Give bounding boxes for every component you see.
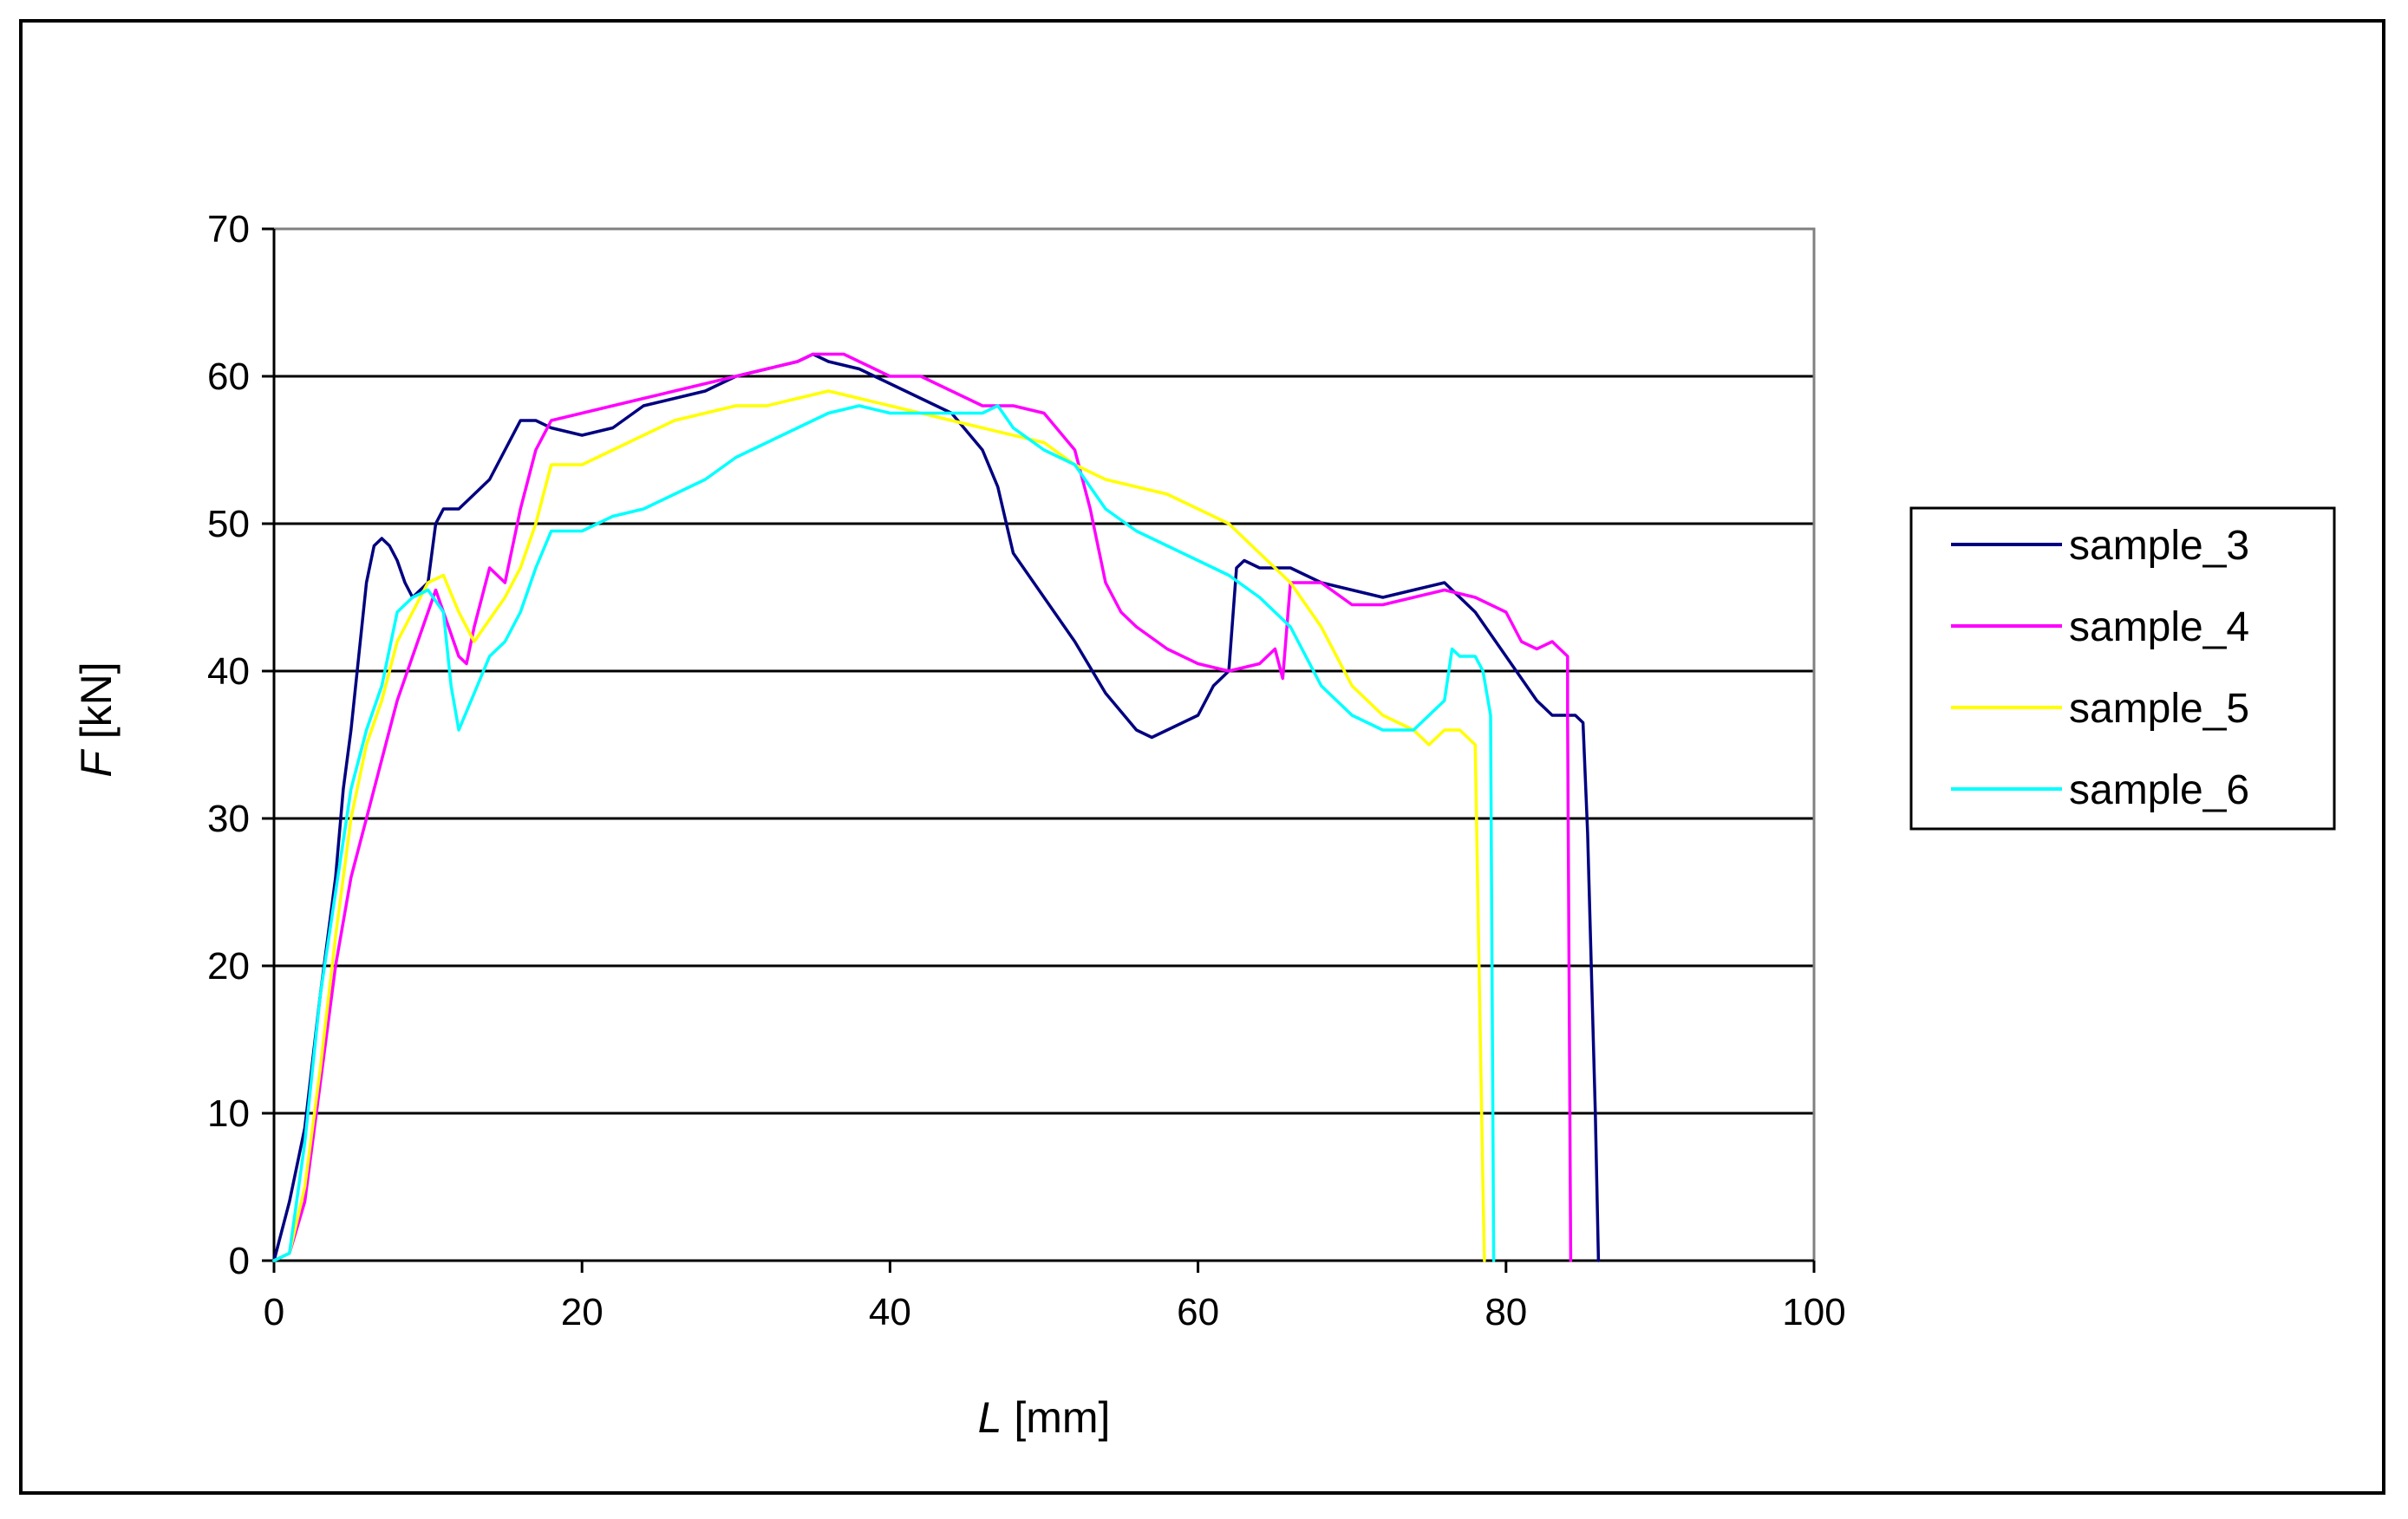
legend-label-sample_4: sample_4: [2069, 604, 2249, 650]
x-axis-variable: L: [978, 1393, 1002, 1442]
y-axis-unit: [kN]: [72, 662, 121, 739]
legend-label-sample_5: sample_5: [2069, 686, 2249, 732]
axis-ticks: 0 10 20 30 40 50 60 70 0 20 40 60 80 100: [207, 208, 1846, 1333]
legend-label-sample_3: sample_3: [2069, 523, 2249, 569]
series-line-sample_5: [272, 389, 1486, 1262]
grid-lines: [274, 375, 1814, 1115]
series-lines: [272, 352, 1601, 1262]
y-axis-title: F [kN]: [72, 662, 121, 777]
series-line-sample_3: [272, 352, 1601, 1262]
series-line-sample_4: [272, 352, 1573, 1262]
series-line-sample_6: [272, 404, 1496, 1262]
y-tick-label: 20: [207, 945, 250, 988]
x-tick-label: 40: [869, 1291, 911, 1333]
y-tick-label: 10: [207, 1092, 250, 1135]
x-tick-label: 80: [1485, 1291, 1527, 1333]
legend-label-sample_6: sample_6: [2069, 767, 2249, 813]
y-axis-variable: F: [72, 749, 121, 778]
x-tick-label: 60: [1177, 1291, 1219, 1333]
y-tick-label: 0: [229, 1240, 250, 1282]
legend-box: [1909, 506, 2336, 831]
y-tick-label: 40: [207, 650, 250, 693]
legend: sample_3 sample_4 sample_5 sample_6: [1909, 506, 2336, 831]
y-tick-label: 70: [207, 208, 250, 251]
x-tick-label: 100: [1782, 1291, 1845, 1333]
x-axis-title: L [mm]: [978, 1393, 1111, 1442]
x-tick-label: 0: [264, 1291, 284, 1333]
y-tick-label: 30: [207, 798, 250, 840]
x-axis-unit: [mm]: [1014, 1393, 1110, 1442]
x-tick-label: 20: [561, 1291, 604, 1333]
y-tick-label: 60: [207, 355, 250, 398]
y-tick-label: 50: [207, 503, 250, 545]
